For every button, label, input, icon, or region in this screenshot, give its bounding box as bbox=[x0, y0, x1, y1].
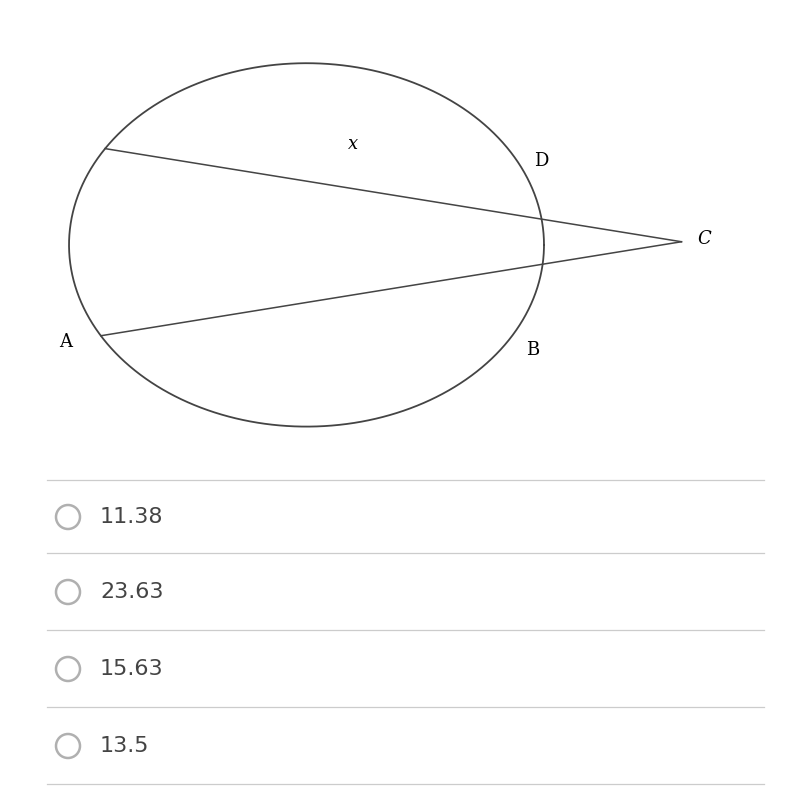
Text: 13.5: 13.5 bbox=[100, 736, 150, 756]
Text: B: B bbox=[526, 341, 539, 359]
Text: 15.63: 15.63 bbox=[100, 659, 164, 679]
Text: 23.63: 23.63 bbox=[100, 582, 163, 602]
Text: 11.38: 11.38 bbox=[100, 507, 163, 527]
Text: D: D bbox=[534, 152, 549, 170]
Text: x: x bbox=[348, 135, 359, 152]
Text: A: A bbox=[59, 333, 72, 351]
Text: C: C bbox=[697, 230, 711, 247]
